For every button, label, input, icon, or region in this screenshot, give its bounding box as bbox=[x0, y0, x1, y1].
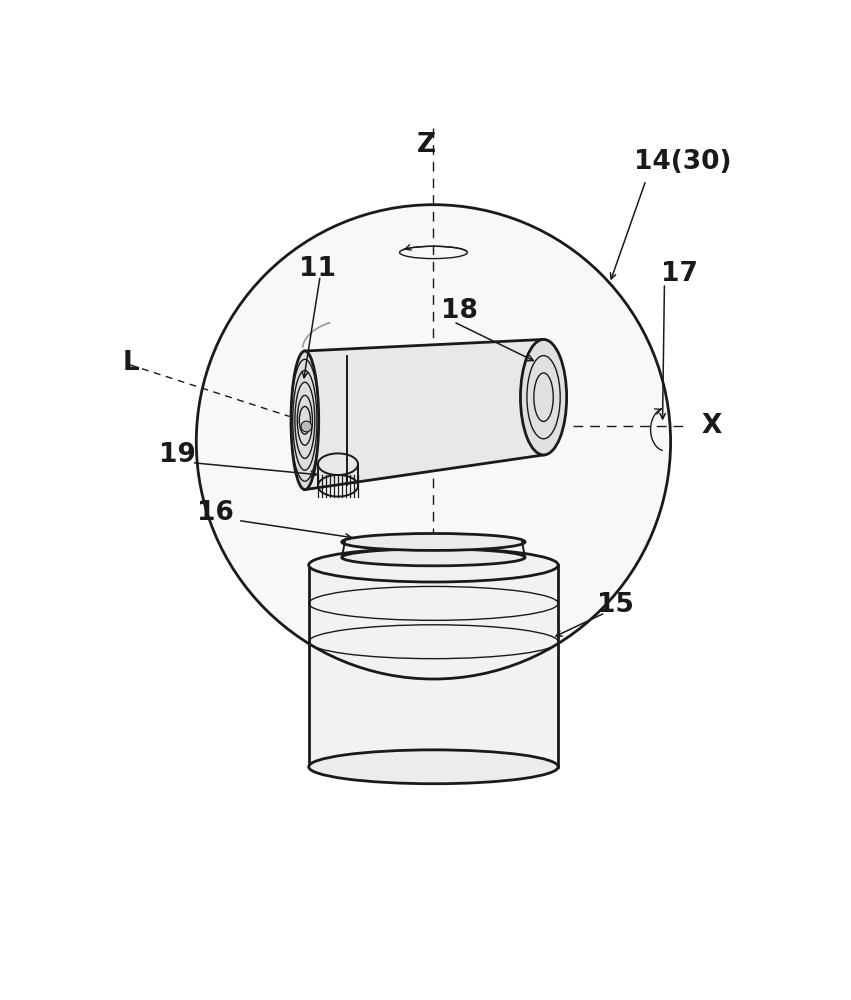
Text: Z: Z bbox=[417, 132, 436, 158]
Ellipse shape bbox=[342, 533, 525, 550]
Text: L: L bbox=[123, 350, 139, 376]
Ellipse shape bbox=[291, 351, 319, 490]
Polygon shape bbox=[309, 565, 558, 767]
Text: 18: 18 bbox=[441, 298, 478, 324]
Ellipse shape bbox=[521, 339, 567, 455]
Ellipse shape bbox=[309, 548, 558, 582]
Ellipse shape bbox=[342, 549, 525, 566]
Text: 15: 15 bbox=[597, 592, 634, 618]
Text: 11: 11 bbox=[300, 256, 336, 282]
Text: 17: 17 bbox=[661, 261, 698, 287]
Ellipse shape bbox=[301, 421, 311, 432]
Polygon shape bbox=[305, 339, 544, 490]
Text: 16: 16 bbox=[197, 500, 234, 526]
Circle shape bbox=[197, 205, 671, 679]
Text: 14(30): 14(30) bbox=[634, 149, 731, 175]
Ellipse shape bbox=[309, 750, 558, 784]
Text: 19: 19 bbox=[158, 442, 196, 468]
Text: X: X bbox=[701, 413, 722, 439]
